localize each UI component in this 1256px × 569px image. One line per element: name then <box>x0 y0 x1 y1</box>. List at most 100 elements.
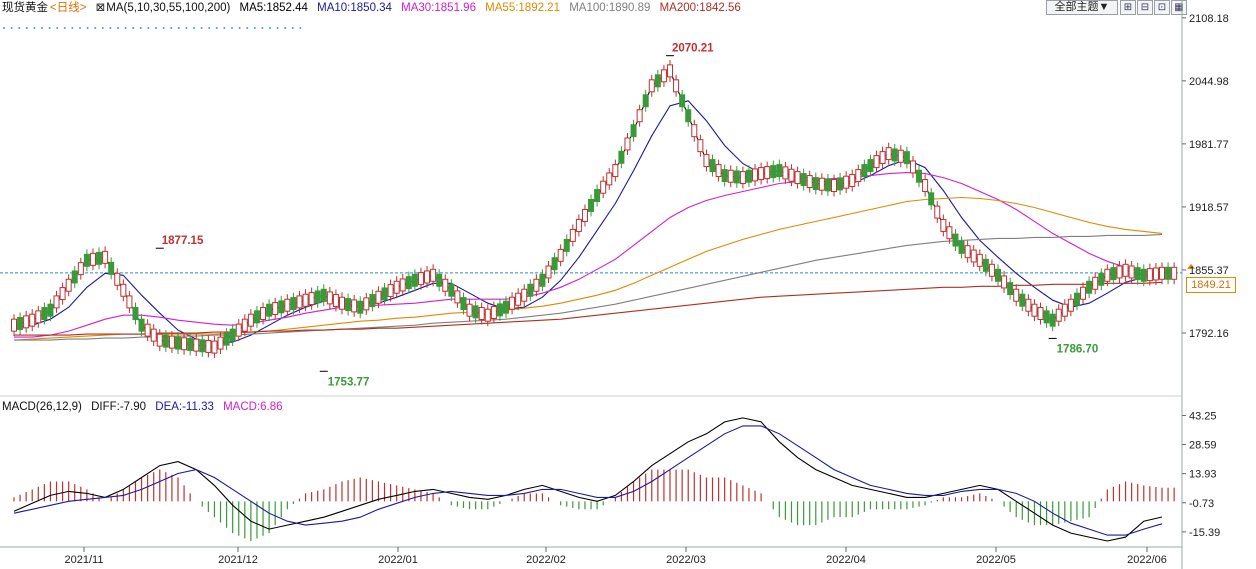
candle-body <box>1067 298 1074 312</box>
header-dot <box>299 27 302 29</box>
candle-body <box>1134 267 1141 281</box>
candle-body <box>1104 268 1111 282</box>
candle-body <box>466 303 473 317</box>
header-dot <box>223 27 226 29</box>
candle-body <box>1007 282 1014 296</box>
x-tick-label: 2022/05 <box>976 554 1016 566</box>
x-tick-label: 2021/11 <box>65 554 104 566</box>
candle-body <box>909 160 916 174</box>
candle-body <box>563 238 570 252</box>
x-tick-label: 2022/04 <box>826 554 866 566</box>
candle-body <box>1037 307 1044 321</box>
candle-body <box>424 270 431 284</box>
candle-body <box>150 328 157 342</box>
candle-body <box>515 292 522 306</box>
candle-body <box>1116 265 1123 279</box>
candle-body <box>709 159 716 173</box>
candle-body <box>521 288 528 302</box>
header-dot <box>246 27 249 29</box>
candle-body <box>691 124 698 138</box>
candle-body <box>71 270 78 284</box>
candle-body <box>612 164 619 178</box>
candle-body <box>247 313 254 327</box>
grid-icon[interactable]: ▦ <box>1171 0 1187 15</box>
candle-body <box>381 287 388 301</box>
macd-y-tick-label: 13.93 <box>1189 469 1217 481</box>
candle-body <box>539 273 546 287</box>
zoom-out-icon[interactable]: ⊟ <box>1137 0 1153 15</box>
candle-body <box>940 218 947 232</box>
ma-line-ma55 <box>13 196 1163 341</box>
y-tick-label: 1981.77 <box>1189 139 1229 151</box>
candle-body <box>241 318 248 332</box>
macd-panel <box>13 417 1175 542</box>
candle-body <box>320 288 327 302</box>
header-dot <box>71 27 74 29</box>
header-dot <box>193 27 195 29</box>
candle-body <box>752 168 759 182</box>
candle-body <box>89 252 96 266</box>
candle-body <box>11 318 17 332</box>
macd-y-tick-label: -0.73 <box>1189 498 1214 510</box>
candle-body <box>411 273 418 287</box>
candle-body <box>903 151 910 165</box>
candle-body <box>581 208 588 222</box>
header-dot <box>109 27 112 29</box>
ma200-value: MA200:1842.56 <box>659 2 741 14</box>
ma-settings-label[interactable]: ⊠MA(5,10,30,55,100,200) <box>96 2 231 14</box>
diff-value: DIFF:-7.90 <box>91 401 147 413</box>
candle-body <box>284 298 291 312</box>
ma30-value: MA30:1851.96 <box>401 2 476 14</box>
expand-icon[interactable]: ⊡ <box>1154 0 1170 15</box>
candle-body <box>417 272 424 286</box>
candle-body <box>1061 303 1068 317</box>
candle-body <box>812 177 819 191</box>
candle-body <box>964 245 971 259</box>
y-tick-label: 2044.98 <box>1189 76 1229 88</box>
header-dot <box>56 27 59 29</box>
current-price-tag: 1849.21 <box>1186 277 1236 293</box>
theme-button[interactable]: 全部主题▼ <box>1046 0 1118 15</box>
candle-body <box>1055 308 1062 322</box>
candle-body <box>575 218 582 232</box>
candle-body <box>849 174 856 188</box>
macd-y-tick-label: -15.39 <box>1189 527 1220 539</box>
ma100-value: MA100:1890.89 <box>569 2 651 14</box>
candle-body <box>1019 293 1026 307</box>
candle-body <box>934 205 941 219</box>
candle-body <box>302 293 309 307</box>
candle-body <box>235 323 242 337</box>
candle-body <box>745 169 752 183</box>
candle-body <box>332 294 339 308</box>
candle-body <box>764 166 771 180</box>
header-dot <box>155 27 157 29</box>
candle-body <box>697 139 704 153</box>
candle-body <box>1086 280 1093 294</box>
period-selector[interactable]: <日线> <box>50 2 87 14</box>
header-dot <box>147 27 150 29</box>
candle-body <box>132 307 139 321</box>
candle-body <box>806 175 813 189</box>
extreme-label: 1786.70 <box>1057 343 1099 355</box>
candle-body <box>995 268 1001 282</box>
candle-body <box>314 290 321 304</box>
ma5-value: MA5:1852.44 <box>239 2 308 14</box>
candle-body <box>1013 288 1020 302</box>
candle-body <box>496 303 503 317</box>
y-tick-label: 1918.57 <box>1189 202 1229 214</box>
extreme-label: 1753.77 <box>328 376 370 388</box>
candle-body <box>551 257 558 271</box>
candle-body <box>1140 268 1147 282</box>
candle-body <box>982 258 989 272</box>
candle-body <box>272 302 279 316</box>
candle-body <box>636 109 643 123</box>
zoom-in-icon[interactable]: ⊞ <box>1120 0 1136 15</box>
header-dot <box>238 27 241 29</box>
dea-value: DEA:-11.33 <box>155 401 214 413</box>
candle-body <box>642 94 649 108</box>
candle-body <box>855 169 862 183</box>
candle-body <box>824 178 831 192</box>
candle-body <box>96 251 103 265</box>
header-dot <box>94 27 97 29</box>
ma55-value: MA55:1892.21 <box>485 2 560 14</box>
